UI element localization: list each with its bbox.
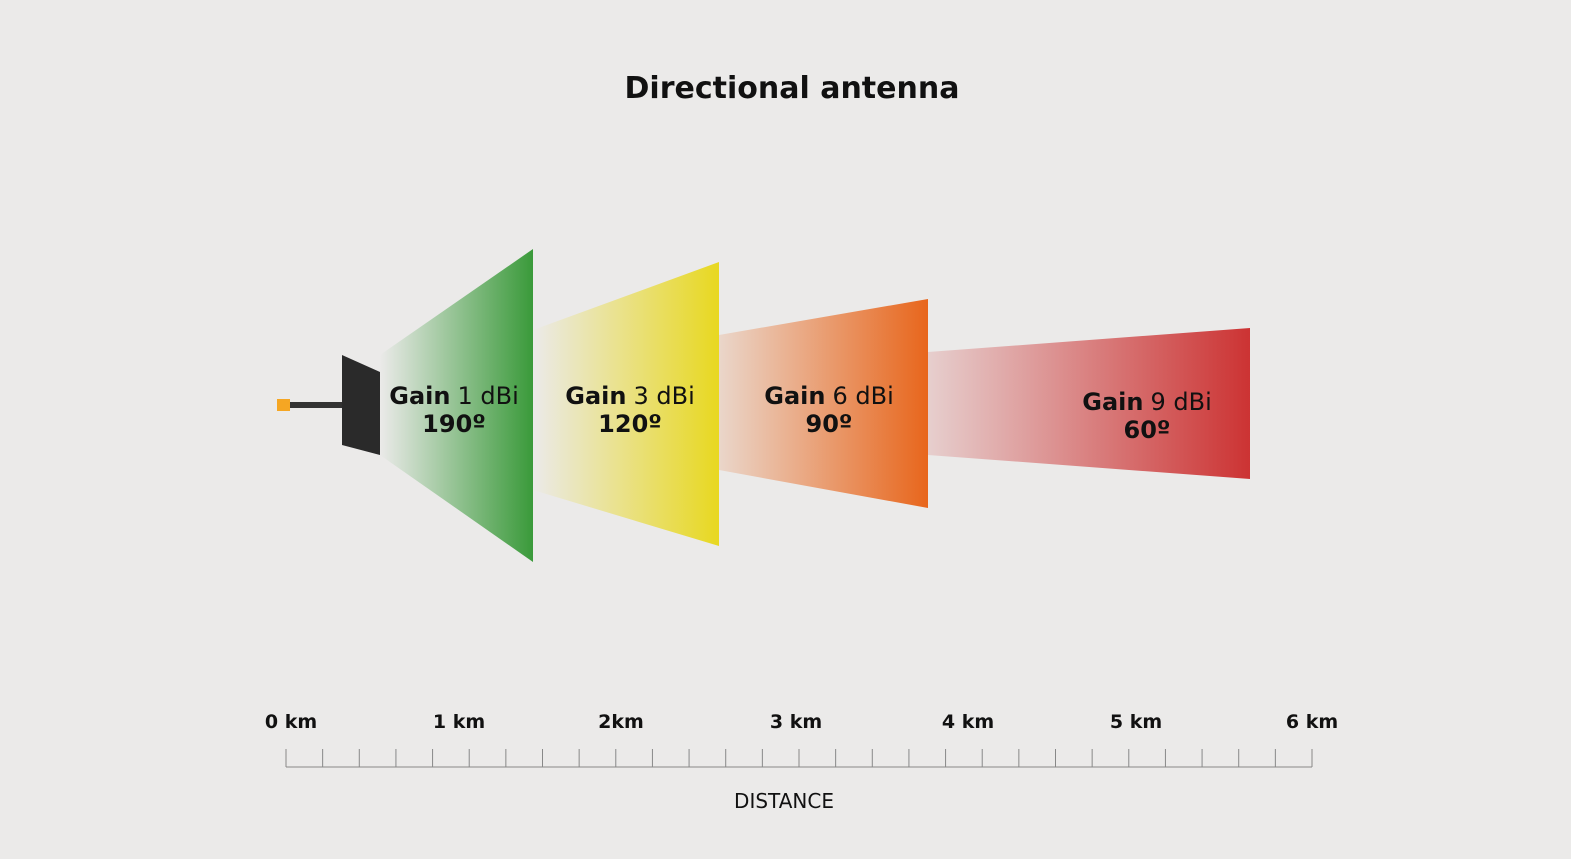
title: Directional antenna — [625, 71, 960, 106]
beam — [380, 249, 533, 562]
gain-word: Gain — [1082, 388, 1143, 416]
angle-label: 120º — [598, 410, 662, 438]
beams — [380, 249, 1250, 562]
gain-word: Gain — [389, 382, 450, 410]
gain-label: Gain 3 dBi — [565, 382, 694, 410]
gain-label: Gain 6 dBi — [764, 382, 893, 410]
distance-label: 1 km — [433, 711, 485, 733]
distance-label: 3 km — [770, 711, 822, 733]
panel — [342, 355, 380, 455]
axis-label: DISTANCE — [734, 789, 834, 813]
gain-value: 1 dBi — [457, 382, 518, 410]
ruler: 0 km 1 km 2km 3 km 4 km 5 km 6 km — [265, 711, 1338, 768]
distance-label: 0 km — [265, 711, 317, 733]
angle-label: 190º — [422, 410, 486, 438]
gain-value: 6 dBi — [832, 382, 893, 410]
angle-label: 90º — [806, 410, 853, 438]
angle-label: 60º — [1124, 416, 1171, 444]
distance-label: 5 km — [1110, 711, 1162, 733]
gain-label: Gain 1 dBi — [389, 382, 518, 410]
distance-label: 4 km — [942, 711, 994, 733]
beam — [719, 299, 928, 508]
gain-word: Gain — [764, 382, 825, 410]
rod — [290, 402, 344, 408]
connector — [277, 399, 290, 411]
antenna — [277, 355, 380, 455]
gain-label: Gain 9 dBi — [1082, 388, 1211, 416]
distance-label: 6 km — [1286, 711, 1338, 733]
distance-label: 2km — [598, 711, 644, 733]
gain-value: 9 dBi — [1150, 388, 1211, 416]
gain-word: Gain — [565, 382, 626, 410]
beam — [533, 262, 719, 546]
gain-value: 3 dBi — [633, 382, 694, 410]
beam — [928, 328, 1250, 479]
